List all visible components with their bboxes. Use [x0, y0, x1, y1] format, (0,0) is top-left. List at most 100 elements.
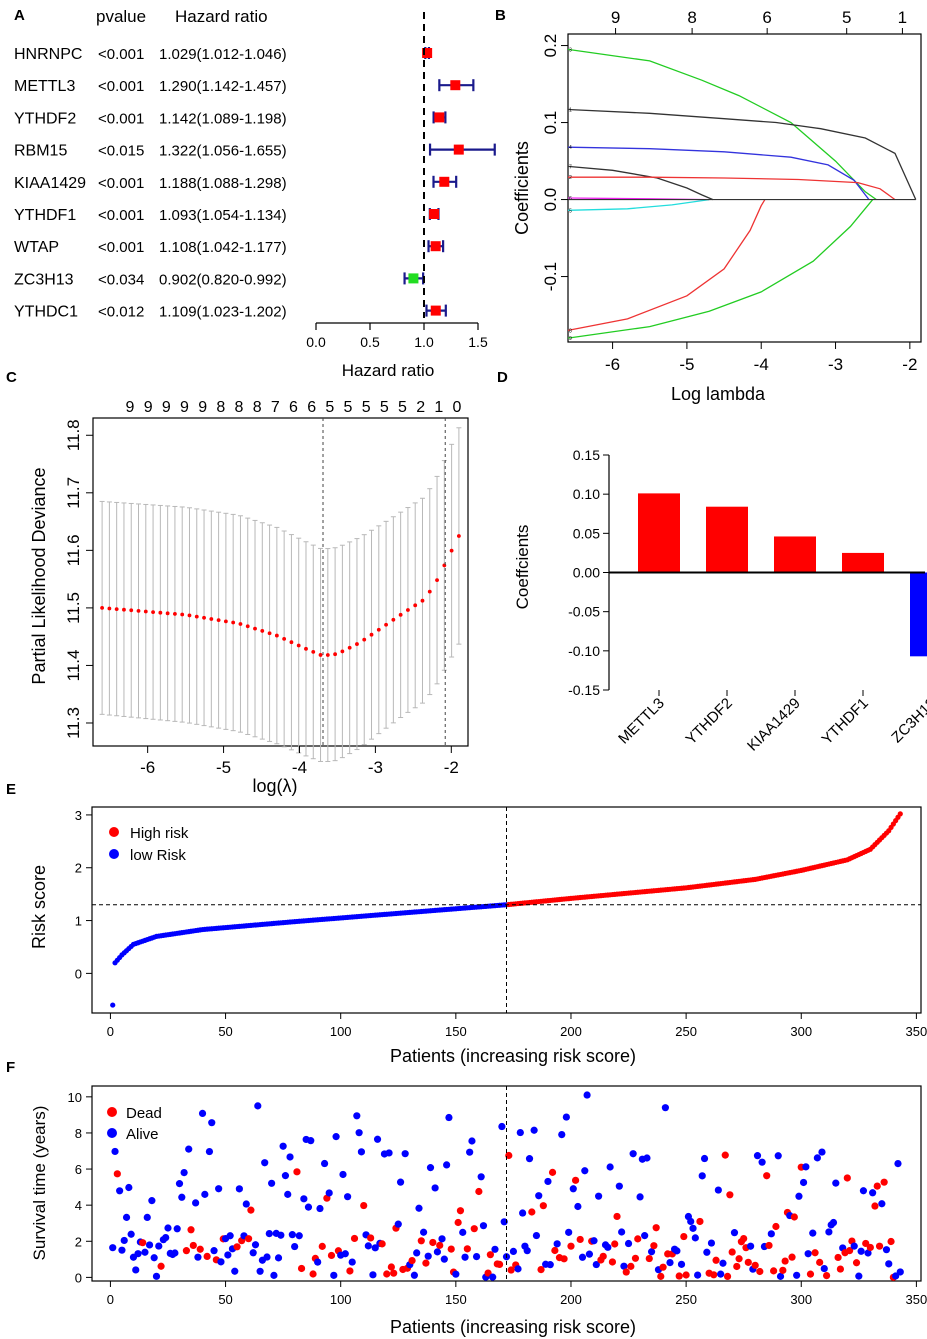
alive-patient-point — [753, 1152, 762, 1160]
forest-rows: HNRNPC <0.001 1.029(1.012-1.046) METTL3 <0.0… — [14, 46, 496, 321]
dead-patient-point — [657, 1272, 665, 1280]
alive-patient-point — [433, 1248, 442, 1256]
deviance-point — [369, 632, 374, 637]
f-x-tick-label: 200 — [560, 1292, 582, 1307]
alive-patient-point — [730, 1229, 739, 1237]
dead-patient-point — [436, 1241, 444, 1249]
dead-patient-point — [613, 1212, 621, 1221]
dead-patient-point — [505, 1151, 513, 1160]
alive-patient-point — [251, 1241, 260, 1249]
dead-patient-point — [763, 1172, 771, 1180]
pvalue-cell: <0.001 — [98, 175, 144, 192]
dead-patient-point — [756, 1267, 764, 1276]
dead-patient-point — [712, 1256, 720, 1264]
alive-patient-point — [249, 1249, 257, 1257]
e-y-tick-label: 2 — [75, 861, 82, 876]
dead-patient-point — [721, 1151, 729, 1159]
alive-patient-point — [629, 1150, 637, 1158]
alive-patient-point — [677, 1260, 686, 1268]
c-top-tick-label: 9 — [126, 399, 135, 416]
forest-x-tick-label: 1.5 — [468, 334, 488, 350]
dead-patient-point — [816, 1258, 824, 1266]
alive-patient-point — [424, 1252, 432, 1260]
alive-patient-point — [491, 1245, 499, 1253]
forest-plot: A pvalue Hazard ratio Hazard ratio HNRNP… — [14, 7, 496, 380]
c-top-tick-label: 5 — [325, 399, 334, 416]
dead-patient-point — [548, 1168, 557, 1176]
dead-patient-point — [293, 1168, 301, 1176]
alive-patient-point — [694, 1271, 702, 1279]
alive-patient-point — [707, 1239, 716, 1247]
hazard-ratio-cell: 1.322(1.056-1.655) — [159, 143, 287, 160]
alive-patient-point — [194, 1253, 202, 1261]
risk-score-point — [110, 1002, 116, 1008]
alive-patient-point — [152, 1272, 161, 1280]
alive-patient-point — [118, 1246, 126, 1254]
c-top-tick-label: 5 — [380, 399, 389, 416]
alive-patient-point — [286, 1153, 294, 1161]
alive-patient-point — [581, 1167, 589, 1175]
e-y-tick-label: 0 — [75, 966, 82, 981]
alive-patient-point — [544, 1177, 552, 1186]
e-y-tick-label: 3 — [75, 808, 82, 823]
dead-patient-point — [495, 1260, 504, 1269]
dead-patient-point — [659, 1263, 667, 1271]
d-y-tick-label: 0.05 — [573, 525, 600, 541]
d-y-tick-label: 0.10 — [573, 486, 600, 502]
alive-patient-point — [288, 1231, 296, 1239]
alive-patient-point — [134, 1250, 142, 1258]
alive-patient-point — [666, 1258, 674, 1267]
alive-patient-point — [440, 1255, 448, 1263]
e-x-tick-label: 300 — [790, 1024, 812, 1039]
pvalue-cell: <0.001 — [98, 78, 144, 95]
alive-patient-point — [569, 1185, 577, 1193]
dead-patient-point — [765, 1241, 773, 1250]
dead-patient-point — [650, 1242, 658, 1250]
path-index-label: 2 — [569, 175, 572, 181]
b-y-tick-label: 0.0 — [541, 188, 560, 212]
hazard-ratio-cell: 1.093(1.054-1.134) — [159, 207, 287, 224]
forest-x-axis-label: Hazard ratio — [342, 361, 435, 380]
path-index-label: 1 — [569, 107, 572, 113]
dead-patient-point — [880, 1178, 888, 1186]
deviance-point — [391, 617, 396, 622]
c-x-axis-label: log(λ) — [252, 776, 297, 796]
alive-patient-point — [689, 1224, 697, 1232]
pvalue-cell: <0.015 — [98, 143, 144, 160]
deviance-point — [260, 629, 265, 633]
dead-patient-point — [567, 1242, 575, 1250]
pvalue-cell: <0.001 — [98, 110, 144, 127]
f-y-tick-label: 8 — [75, 1126, 82, 1141]
hazard-ratio-column-header: Hazard ratio — [175, 7, 268, 26]
dead-patient-point — [387, 1263, 395, 1271]
alive-patient-point — [820, 1264, 828, 1273]
alive-patient-point — [643, 1154, 651, 1162]
b-x-tick-label: -6 — [605, 355, 620, 374]
pvalue-cell: <0.034 — [98, 271, 144, 288]
alive-patient-point — [201, 1190, 209, 1198]
alive-patient-point — [445, 1113, 453, 1122]
deviance-point — [122, 607, 126, 612]
alive-patient-point — [164, 1224, 172, 1232]
alive-patient-point — [125, 1183, 133, 1192]
d-plot-area: 0.15 0.10 0.05 0.00 -0.05 -0.10 -0.15 METTL3 YTH… — [568, 447, 927, 755]
dead-patient-point — [247, 1206, 255, 1214]
dead-patient-point — [611, 1240, 619, 1248]
d-y-axis-label: Coeffcients — [513, 525, 532, 610]
panel-label-e: E — [6, 781, 16, 798]
alive-patient-point — [270, 1271, 278, 1279]
hazard-ratio-point — [429, 209, 440, 219]
d-y-tick-label: -0.15 — [568, 682, 600, 698]
alive-patient-point — [452, 1270, 460, 1278]
coefficient-bar-zc3h13 — [910, 572, 927, 657]
gene-label: HNRNPC — [14, 46, 82, 63]
forest-x-axis: 0.0 0.5 1.0 1.5 — [306, 12, 488, 350]
deviance-point — [362, 637, 367, 642]
hazard-ratio-cell: 1.108(1.042-1.177) — [159, 239, 287, 256]
alive-patient-point — [180, 1169, 188, 1177]
dead-patient-point — [486, 1251, 494, 1259]
alive-patient-point — [341, 1250, 349, 1258]
dead-patient-point — [599, 1252, 607, 1260]
dead-patient-point — [475, 1187, 483, 1196]
